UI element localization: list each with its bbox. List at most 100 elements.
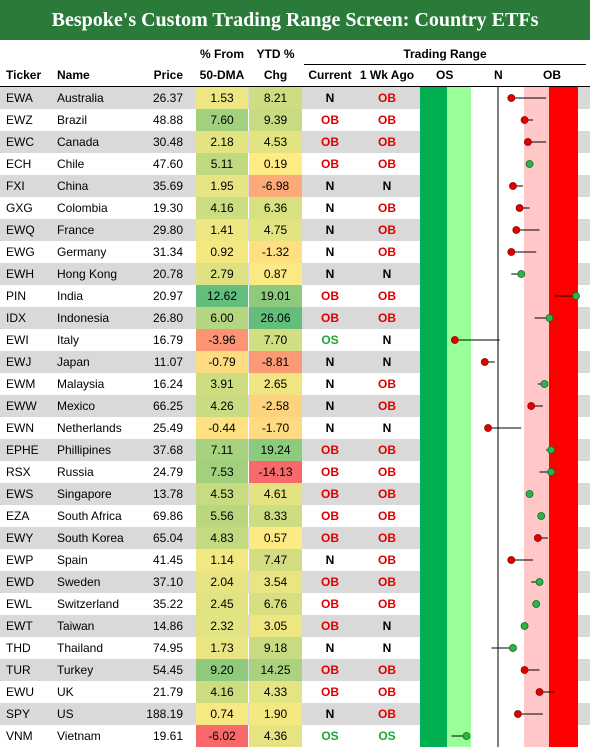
table-row: EWN Netherlands 25.49 -0.44 -1.70 N N [0, 417, 590, 439]
name-cell: Thailand [57, 641, 104, 655]
current-status-cell: N [325, 377, 335, 391]
current-position-dot [450, 336, 459, 344]
price-cell: 65.04 [152, 531, 183, 545]
current-position-dot [480, 358, 489, 366]
table-row: EWM Malaysia 16.24 3.91 2.65 N OB [0, 373, 590, 395]
table-row: EWP Spain 41.45 1.14 7.47 N OB [0, 549, 590, 571]
current-status-cell: OB [321, 465, 339, 479]
dma-cell: 7.60 [196, 109, 248, 131]
price-cell: 16.24 [152, 377, 183, 391]
ytd-cell: 4.36 [249, 725, 302, 747]
price-cell: 66.25 [152, 399, 183, 413]
current-position-dot [532, 600, 541, 608]
week-ago-status-cell: OB [378, 443, 396, 457]
ticker-cell: EWL [6, 597, 33, 611]
price-cell: 74.95 [152, 641, 183, 655]
current-position-dot [540, 380, 549, 388]
current-position-dot [520, 116, 529, 124]
name-cell: Taiwan [57, 619, 95, 633]
week-ago-status-cell: OB [378, 201, 396, 215]
price-cell: 47.60 [152, 157, 183, 171]
current-position-dot [509, 182, 517, 190]
page-title: Bespoke's Custom Trading Range Screen: C… [0, 0, 590, 40]
ticker-cell: FXI [6, 179, 25, 193]
current-position-dot [514, 710, 522, 718]
current-position-dot [517, 270, 526, 278]
week-ago-status-cell: N [382, 619, 392, 633]
name-cell: Italy [57, 333, 80, 347]
current-status-cell: OB [321, 663, 339, 677]
header-n: N [494, 68, 503, 82]
ytd-cell: 14.25 [249, 659, 302, 681]
header-dma-bottom: 50-DMA [199, 68, 245, 82]
price-cell: 54.45 [152, 663, 183, 677]
week-ago-status-cell: N [382, 267, 392, 281]
current-position-dot [527, 402, 536, 410]
price-cell: 26.37 [152, 91, 183, 105]
current-status-cell: OB [321, 619, 339, 633]
header-ticker: Ticker [6, 68, 42, 82]
current-position-dot [507, 556, 516, 564]
current-position-dot [547, 468, 556, 476]
table-row: GXG Colombia 19.30 4.16 6.36 N OB [0, 197, 590, 219]
dma-cell: 1.95 [196, 175, 248, 197]
price-cell: 35.69 [152, 179, 183, 193]
name-cell: India [57, 289, 84, 303]
dma-cell: 0.74 [196, 703, 248, 725]
header-ytd-bottom: Chg [263, 68, 288, 82]
current-position-dot [520, 622, 529, 630]
ticker-cell: EWW [6, 399, 37, 413]
name-cell: China [57, 179, 89, 193]
current-status-cell: OB [321, 135, 339, 149]
price-cell: 37.68 [152, 443, 183, 457]
ticker-cell: EWD [6, 575, 34, 589]
ticker-cell: ECH [6, 157, 32, 171]
table-row: EWU UK 21.79 4.16 4.33 OB OB [0, 681, 590, 703]
current-position-dot [507, 94, 516, 102]
dma-cell: 0.92 [196, 241, 248, 263]
current-status-cell: OB [321, 597, 339, 611]
ytd-cell: 3.54 [249, 571, 302, 593]
name-cell: Mexico [57, 399, 96, 413]
name-cell: Vietnam [57, 729, 101, 743]
ytd-cell: 0.87 [249, 263, 302, 285]
current-position-dot [547, 446, 556, 454]
name-cell: Colombia [57, 201, 108, 215]
name-cell: Sweden [57, 575, 101, 589]
current-position-dot [535, 688, 544, 696]
name-cell: Hong Kong [57, 267, 118, 281]
ticker-cell: EWN [6, 421, 34, 435]
header-divider [0, 86, 590, 87]
name-cell: Spain [57, 553, 88, 567]
table-row: VNM Vietnam 19.61 -6.02 4.36 OS OS [0, 725, 590, 747]
current-status-cell: N [325, 91, 335, 105]
ytd-cell: -8.81 [249, 351, 302, 373]
header-ob: OB [543, 68, 561, 82]
header-name: Name [57, 68, 90, 82]
ytd-cell: -6.98 [249, 175, 302, 197]
current-status-cell: N [325, 641, 335, 655]
ob-zone-light [524, 87, 549, 747]
dma-cell: 1.73 [196, 637, 248, 659]
dma-cell: -6.02 [196, 725, 248, 747]
table-row: EWL Switzerland 35.22 2.45 6.76 OB OB [0, 593, 590, 615]
current-position-dot [512, 226, 521, 234]
ticker-cell: SPY [6, 707, 31, 721]
dma-cell: 7.53 [196, 461, 248, 483]
dma-cell: 2.18 [196, 131, 248, 153]
ticker-cell: EWG [6, 245, 35, 259]
ticker-cell: EWQ [6, 223, 35, 237]
ytd-cell: -1.32 [249, 241, 302, 263]
ticker-cell: EWA [6, 91, 33, 105]
dma-cell: 2.79 [196, 263, 248, 285]
current-status-cell: OB [321, 509, 339, 523]
table-row: PIN India 20.97 12.62 19.01 OB OB [0, 285, 590, 307]
price-cell: 41.45 [152, 553, 183, 567]
week-ago-status-cell: OB [378, 575, 396, 589]
current-status-cell: OB [321, 311, 339, 325]
ytd-cell: 26.06 [249, 307, 302, 329]
ytd-cell: -2.58 [249, 395, 302, 417]
ytd-cell: 3.05 [249, 615, 302, 637]
dma-cell: -3.96 [196, 329, 248, 351]
dma-cell: 2.04 [196, 571, 248, 593]
